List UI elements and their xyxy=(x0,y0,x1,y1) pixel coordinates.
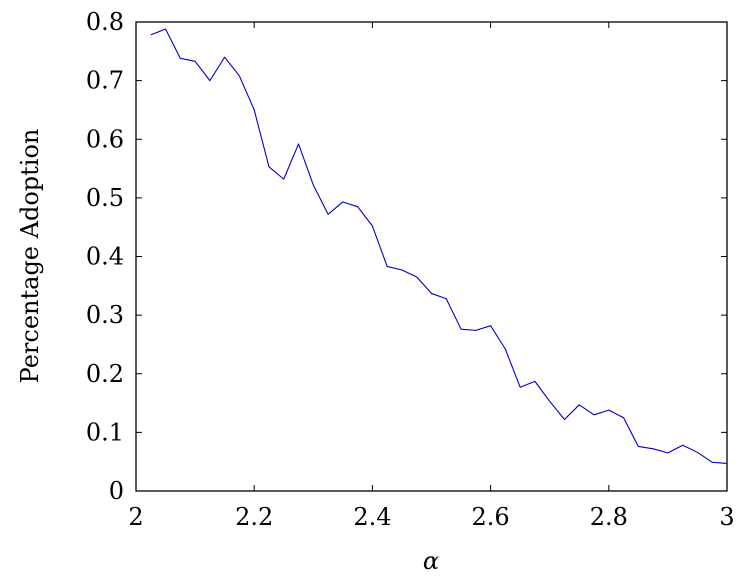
y-tick-label: 0.8 xyxy=(86,8,124,36)
axis-ticks xyxy=(135,21,728,492)
plot-frame xyxy=(135,21,728,492)
y-tick-label: 0.3 xyxy=(86,301,124,329)
x-axis-title: α xyxy=(423,547,439,575)
x-tick-label: 2.8 xyxy=(590,503,628,531)
x-tick-label: 2.4 xyxy=(353,503,391,531)
series-line-0 xyxy=(150,28,728,464)
y-tick-label: 0.7 xyxy=(86,67,124,95)
series-group xyxy=(150,28,728,464)
x-tick-labels: 2 2.2 2.4 2.6 2.8 3 xyxy=(128,503,734,531)
x-tick-label: 2.6 xyxy=(472,503,510,531)
x-tick-label: 3 xyxy=(719,503,734,531)
x-tick-label: 2 xyxy=(128,503,143,531)
y-tick-label: 0.2 xyxy=(86,360,124,388)
y-tick-label: 0 xyxy=(109,477,124,505)
y-tick-labels: 0 0.1 0.2 0.3 0.4 0.5 0.6 0.7 0.8 xyxy=(86,8,124,505)
y-axis-title: Percentage Adoption xyxy=(16,129,44,384)
y-tick-label: 0.1 xyxy=(86,418,124,446)
x-tick-label: 2.2 xyxy=(235,503,273,531)
y-tick-label: 0.6 xyxy=(86,125,124,153)
y-tick-label: 0.5 xyxy=(86,184,124,212)
y-tick-label: 0.4 xyxy=(86,243,124,271)
